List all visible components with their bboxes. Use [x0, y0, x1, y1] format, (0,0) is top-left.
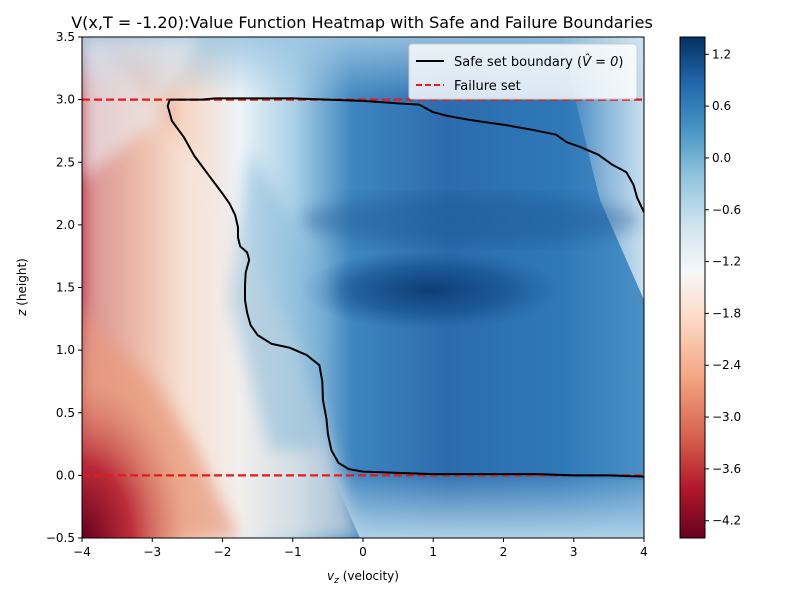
chart-title: V(x,T = -1.20):Value Function Heatmap wi… [71, 13, 653, 32]
colorbar [679, 36, 706, 539]
legend: Safe set boundary (V̂ = 0) Failure set [408, 43, 638, 100]
colorbar-tick-label: 0.6 [712, 99, 731, 113]
x-tick-label: 3 [570, 545, 578, 559]
safe-boundary-upper [169, 97, 644, 213]
y-axis-label-rest: (height) [15, 258, 29, 309]
x-tick-label: 2 [500, 545, 508, 559]
legend-label-failure: Failure set [454, 79, 521, 94]
legend-label-safe-end: ) [618, 55, 623, 70]
y-axis-label: z (height) [15, 258, 29, 317]
y-axis-label-var: z [15, 309, 29, 317]
colorbar-tick-label: 0.0 [712, 151, 731, 165]
colorbar-tick-label: −2.4 [712, 358, 741, 372]
x-tick-label: 0 [359, 545, 367, 559]
y-tick-label: 0.0 [56, 468, 75, 482]
colorbar-tick-label: −1.8 [712, 306, 741, 320]
y-tick-label: 2.0 [56, 218, 75, 232]
legend-label-safe-main: Safe set boundary ( [454, 55, 582, 70]
y-tick-label: 3.0 [56, 93, 75, 107]
colorbar-tick-label: −0.6 [712, 203, 741, 217]
y-tick-label: 3.5 [56, 30, 75, 44]
colorbar-tick-label: −3.6 [712, 462, 741, 476]
legend-box [408, 43, 638, 100]
x-axis-label-sub: z [333, 576, 339, 586]
colorbar-ticks: 1.2 0.6 0.0 −0.6 −1.2 −1.8 −2.4 −3.0 −3.6 −4.2 [705, 47, 741, 528]
x-tick-label: −4 [73, 545, 91, 559]
y-tick-label: 0.5 [56, 406, 75, 420]
x-tick-label: −2 [214, 545, 232, 559]
series-layer [82, 97, 644, 478]
x-tick-label: −3 [143, 545, 161, 559]
x-axis-label-rest: (velocity) [339, 569, 399, 583]
x-tick-label: −1 [284, 545, 302, 559]
x-tick-label: 4 [640, 545, 648, 559]
y-tick-label: −0.5 [46, 531, 75, 545]
x-axis-label-var: v [327, 569, 335, 583]
colorbar-tick-label: −1.2 [712, 255, 741, 269]
heatmap-field [82, 37, 644, 538]
y-tick-label: 1.5 [56, 281, 75, 295]
x-axis: −4 −3 −2 −1 0 1 2 3 4 [73, 538, 648, 559]
x-axis-label: vz (velocity) [327, 569, 399, 586]
safe-boundary-lower [166, 99, 644, 478]
legend-label-safe: Safe set boundary (V̂ = 0) [454, 55, 623, 70]
y-tick-label: 1.0 [56, 343, 75, 357]
colorbar-tick-label: 1.2 [712, 47, 731, 61]
y-tick-label: 2.5 [56, 155, 75, 169]
colorbar-tick-label: −4.2 [712, 514, 741, 528]
x-tick-label: 1 [429, 545, 437, 559]
colorbar-tick-label: −3.0 [712, 410, 741, 424]
legend-label-safe-math: V̂ = 0 [582, 55, 618, 70]
y-axis: −0.5 0.0 0.5 1.0 1.5 2.0 2.5 3.0 3.5 [46, 30, 82, 545]
